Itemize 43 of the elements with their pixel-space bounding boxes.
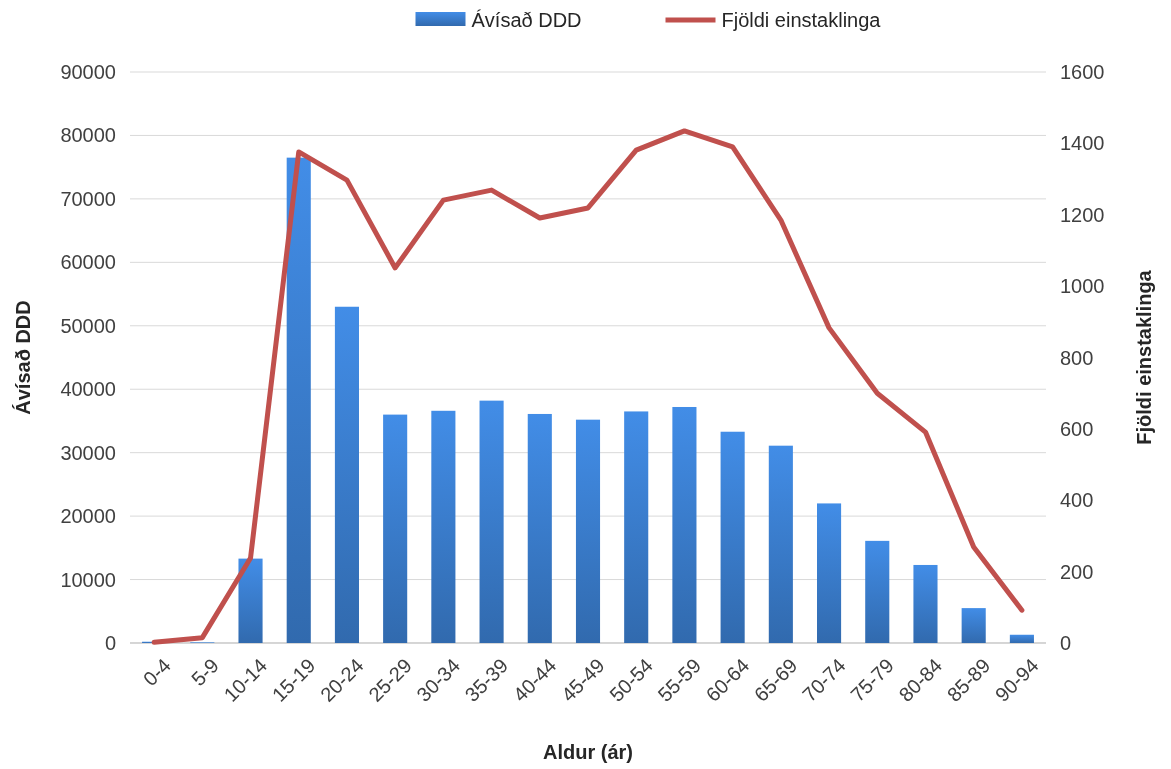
bar [527,413,552,643]
bar [913,564,938,643]
y-tick-label: 0 [104,632,116,654]
bar [383,414,408,643]
bar [431,410,456,643]
bar [768,445,793,643]
y2-tick-label: 800 [1060,346,1094,369]
bar [334,306,359,643]
y-tick-label: 80000 [60,124,116,147]
x-axis-title: Aldur (ár) [543,741,633,763]
y2-tick-label: 200 [1060,560,1094,583]
y-tick-label: 40000 [60,378,116,401]
y2-tick-label: 1000 [1060,275,1105,298]
y2-axis-title: Fjöldi einstaklinga [1133,269,1155,445]
bar [817,503,842,643]
y-tick-label: 50000 [60,314,116,337]
bar [238,558,263,643]
bar [575,419,601,643]
x-tick-label: 5-9 [187,654,224,691]
y2-tick-label: 1600 [1060,61,1105,83]
y2-tick-label: 1200 [1060,203,1105,226]
bar [624,411,649,643]
y-tick-label: 90000 [60,61,116,83]
y2-tick-label: 400 [1060,489,1094,512]
y-tick-label: 30000 [60,441,116,464]
bar [720,431,745,643]
y-tick-label: 60000 [60,251,116,274]
y-tick-label: 70000 [60,187,116,210]
y-tick-label: 20000 [60,505,116,528]
bar [961,608,986,643]
y-axis-title: Ávísað DDD [12,300,34,415]
bar [865,540,890,643]
y-tick-label: 10000 [60,568,116,591]
legend-label: Ávísað DDD [471,9,582,31]
y2-tick-label: 600 [1060,417,1094,440]
y2-tick-label: 1400 [1060,132,1105,155]
legend-label: Fjöldi einstaklinga [721,9,882,31]
bar [479,400,504,643]
y2-tick-label: 0 [1060,632,1072,654]
bar [1009,634,1034,643]
bar [286,157,311,643]
x-tick-label: 0-4 [138,654,175,691]
bar [672,406,697,643]
